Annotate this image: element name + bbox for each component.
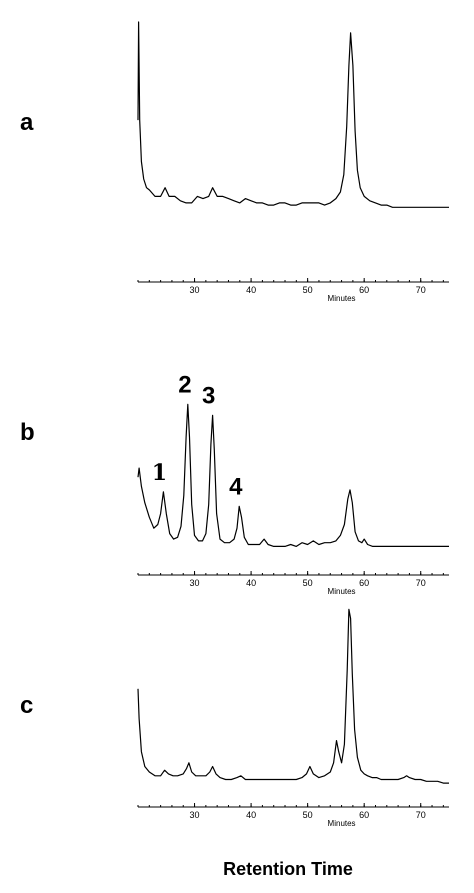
x-tick-label: 50 bbox=[303, 810, 313, 820]
chromatogram-trace bbox=[137, 21, 449, 208]
x-tick-label: 30 bbox=[190, 578, 200, 588]
panel-label: a bbox=[20, 109, 34, 136]
x-tick-label: 50 bbox=[303, 285, 313, 295]
panel-label: b bbox=[20, 419, 35, 446]
panel-label: c bbox=[20, 692, 33, 719]
chart-panel-b: b 30 40 50 60 70 Minutes 1 2 3 4 bbox=[20, 371, 449, 596]
x-tick-label: 40 bbox=[246, 578, 256, 588]
chart-panel-a: a 30 40 50 60 70 Minutes bbox=[20, 21, 449, 303]
peak-label: 3 bbox=[202, 382, 215, 409]
x-tick-label: 60 bbox=[359, 810, 369, 820]
x-tick-label: 40 bbox=[246, 810, 256, 820]
x-axis-label: Minutes bbox=[328, 819, 356, 828]
x-axis-label: Minutes bbox=[328, 294, 356, 303]
x-tick-label: 30 bbox=[190, 810, 200, 820]
chromatogram-trace bbox=[137, 608, 449, 784]
x-tick-label: 30 bbox=[190, 285, 200, 295]
x-tick-label: 70 bbox=[416, 810, 426, 820]
x-tick-label: 60 bbox=[359, 285, 369, 295]
x-tick-label: 40 bbox=[246, 285, 256, 295]
peak-label: 2 bbox=[178, 371, 191, 398]
peak-label: 4 bbox=[229, 473, 243, 500]
chromatogram-trace bbox=[137, 403, 449, 548]
x-tick-label: 60 bbox=[359, 578, 369, 588]
chart-panel-c: c 30 40 50 60 70 Minutes bbox=[20, 608, 449, 828]
x-tick-label: 70 bbox=[416, 578, 426, 588]
peak-label: 1 bbox=[152, 460, 167, 486]
x-tick-label: 50 bbox=[303, 578, 313, 588]
x-axis-title: Retention Time bbox=[223, 859, 353, 879]
x-axis-label: Minutes bbox=[328, 587, 356, 596]
x-tick-label: 70 bbox=[416, 285, 426, 295]
